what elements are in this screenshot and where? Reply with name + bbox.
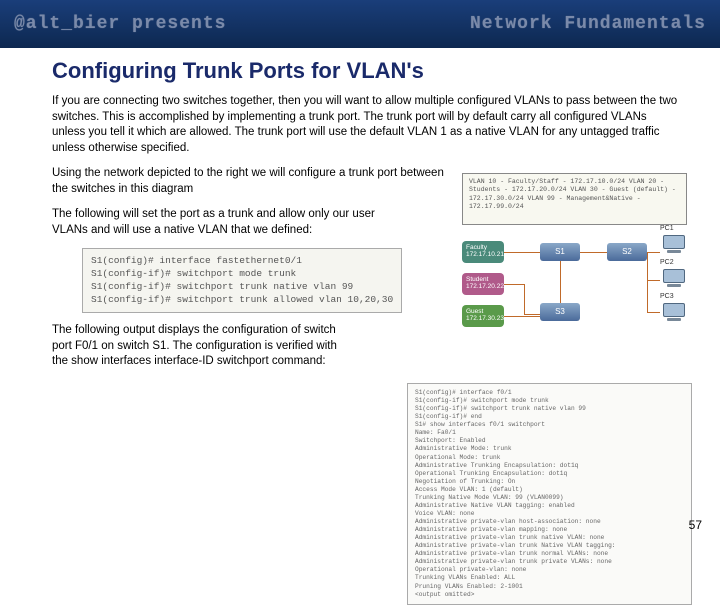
diagram-link <box>504 252 540 253</box>
paragraph-1: If you are connecting two switches toget… <box>52 94 680 156</box>
vlan-node: Student 172.17.20.22 <box>462 273 504 295</box>
diagram-link <box>647 252 660 253</box>
diagram-link <box>647 280 660 281</box>
header-bar: @alt_bier presents Network Fundamentals <box>0 0 720 48</box>
switch-icon: S2 <box>607 243 647 261</box>
paragraph-2: Using the network depicted to the right … <box>52 166 447 197</box>
pc-label: PC2 <box>660 259 674 266</box>
pc-icon: PC3 <box>660 303 688 323</box>
pc-icon: PC1 <box>660 235 688 255</box>
network-diagram: VLAN 10 - Faculty/Staff - 172.17.10.0/24… <box>462 173 692 333</box>
diagram-link <box>524 314 540 315</box>
pc-label: PC1 <box>660 225 674 232</box>
config-code-block: S1(config)# interface fastethernet0/1 S1… <box>82 248 402 313</box>
diagram-link <box>647 312 660 313</box>
paragraph-4: The following output displays the config… <box>52 323 352 370</box>
header-right: Network Fundamentals <box>470 14 706 34</box>
slide-content: Configuring Trunk Ports for VLAN's If yo… <box>0 48 720 370</box>
vlan-node: Guest 172.17.30.23 <box>462 305 504 327</box>
diagram-link <box>560 261 561 303</box>
pc-label: PC3 <box>660 293 674 300</box>
diagram-link <box>504 316 540 317</box>
output-code-block: S1(config)# interface f0/1 S1(config-if)… <box>407 383 692 605</box>
vlan-info-box: VLAN 10 - Faculty/Staff - 172.17.10.0/24… <box>462 173 687 225</box>
diagram-link <box>524 284 525 314</box>
switch-icon: S1 <box>540 243 580 261</box>
header-left: @alt_bier presents <box>14 14 226 34</box>
diagram-link <box>504 284 524 285</box>
slide-title: Configuring Trunk Ports for VLAN's <box>52 58 680 84</box>
vlan-node: Faculty 172.17.10.21 <box>462 241 504 263</box>
paragraph-3: The following will set the port as a tru… <box>52 207 392 238</box>
pc-icon: PC2 <box>660 269 688 289</box>
diagram-link <box>647 252 648 312</box>
page-number: 57 <box>689 518 702 532</box>
diagram-link <box>580 252 607 253</box>
switch-icon: S3 <box>540 303 580 321</box>
